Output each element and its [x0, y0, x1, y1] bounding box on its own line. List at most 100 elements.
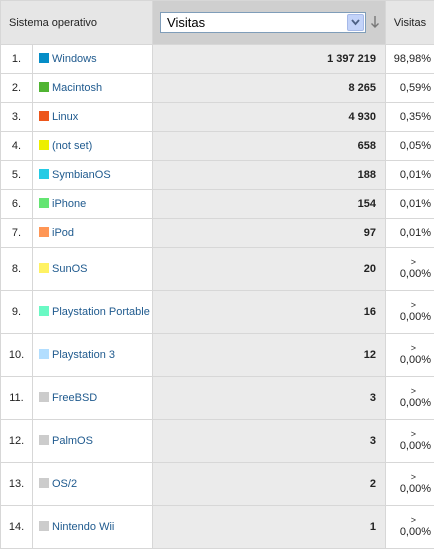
color-swatch-icon [39, 198, 49, 208]
visits-cell: 658 [153, 132, 386, 161]
row-rank: 14. [1, 506, 33, 549]
pct-value: 0,00% [386, 439, 431, 453]
pct-cell: >0,00% [386, 248, 434, 291]
pct-cell: >0,00% [386, 463, 434, 506]
caret-icon: > [386, 386, 431, 396]
visits-column-header: Visitas [153, 1, 386, 45]
os-cell: Linux [33, 103, 153, 132]
os-column-label: Sistema operativo [9, 17, 97, 29]
os-link[interactable]: iPod [52, 227, 74, 239]
caret-icon: > [386, 429, 431, 439]
pct-value: 0,00% [386, 310, 431, 324]
os-link[interactable]: Linux [52, 111, 78, 123]
row-rank: 7. [1, 219, 33, 248]
color-swatch-icon [39, 392, 49, 402]
arrow-down-icon[interactable] [370, 15, 380, 29]
color-swatch-icon [39, 111, 49, 121]
os-link[interactable]: iPhone [52, 198, 86, 210]
pct-cell: 0,01% [386, 161, 434, 190]
os-cell: Macintosh [33, 74, 153, 103]
os-cell: PalmOS [33, 420, 153, 463]
row-rank: 6. [1, 190, 33, 219]
row-rank: 3. [1, 103, 33, 132]
pct-cell: 0,35% [386, 103, 434, 132]
os-link[interactable]: SymbianOS [52, 169, 111, 181]
visits-cell: 1 [153, 506, 386, 549]
color-swatch-icon [39, 349, 49, 359]
table-row: 11. FreeBSD 3>0,00% [1, 377, 434, 420]
os-link[interactable]: PalmOS [52, 435, 93, 447]
pct-column-label: Visitas [394, 17, 426, 29]
pct-value: 0,00% [386, 525, 431, 539]
chevron-down-icon[interactable] [347, 14, 364, 31]
color-swatch-icon [39, 53, 49, 63]
metric-select[interactable]: Visitas [160, 12, 366, 33]
color-swatch-icon [39, 169, 49, 179]
os-cell: SymbianOS [33, 161, 153, 190]
os-cell: Playstation Portable [33, 291, 153, 334]
os-link[interactable]: (not set) [52, 140, 92, 152]
pct-value: 0,00% [386, 396, 431, 410]
pct-column-header[interactable]: Visitas [386, 1, 434, 45]
visits-cell: 1 397 219 [153, 45, 386, 74]
pct-cell: >0,00% [386, 291, 434, 334]
os-cell: Playstation 3 [33, 334, 153, 377]
pct-value: 0,00% [386, 482, 431, 496]
visits-cell: 3 [153, 420, 386, 463]
os-link[interactable]: Playstation 3 [52, 349, 115, 361]
color-swatch-icon [39, 82, 49, 92]
os-link[interactable]: Macintosh [52, 82, 102, 94]
visits-cell: 12 [153, 334, 386, 377]
table-header-row: Sistema operativo Visitas Visitas [1, 1, 434, 45]
pct-cell: 98,98% [386, 45, 434, 74]
os-cell: OS/2 [33, 463, 153, 506]
os-link[interactable]: FreeBSD [52, 392, 97, 404]
os-cell: SunOS [33, 248, 153, 291]
color-swatch-icon [39, 478, 49, 488]
table-row: 14. Nintendo Wii 1>0,00% [1, 506, 434, 549]
os-link[interactable]: SunOS [52, 263, 87, 275]
pct-cell: >0,00% [386, 506, 434, 549]
row-rank: 8. [1, 248, 33, 291]
os-column-header[interactable]: Sistema operativo [1, 1, 153, 45]
row-rank: 11. [1, 377, 33, 420]
row-rank: 13. [1, 463, 33, 506]
os-link[interactable]: Windows [52, 53, 97, 65]
color-swatch-icon [39, 227, 49, 237]
pct-value: 0,00% [386, 267, 431, 281]
color-swatch-icon [39, 140, 49, 150]
os-cell: Windows [33, 45, 153, 74]
pct-cell: >0,00% [386, 334, 434, 377]
color-swatch-icon [39, 435, 49, 445]
visits-cell: 188 [153, 161, 386, 190]
pct-cell: >0,00% [386, 377, 434, 420]
color-swatch-icon [39, 306, 49, 316]
row-rank: 9. [1, 291, 33, 334]
row-rank: 1. [1, 45, 33, 74]
pct-cell: 0,05% [386, 132, 434, 161]
color-swatch-icon [39, 263, 49, 273]
os-link[interactable]: Nintendo Wii [52, 521, 114, 533]
row-rank: 12. [1, 420, 33, 463]
os-link[interactable]: Playstation Portable [52, 306, 150, 318]
visits-cell: 8 265 [153, 74, 386, 103]
pct-cell: 0,59% [386, 74, 434, 103]
visits-cell: 3 [153, 377, 386, 420]
visits-cell: 16 [153, 291, 386, 334]
row-rank: 4. [1, 132, 33, 161]
os-link[interactable]: OS/2 [52, 478, 77, 490]
pct-value: 0,00% [386, 353, 431, 367]
os-cell: iPhone [33, 190, 153, 219]
visits-cell: 20 [153, 248, 386, 291]
visits-cell: 97 [153, 219, 386, 248]
visits-cell: 154 [153, 190, 386, 219]
